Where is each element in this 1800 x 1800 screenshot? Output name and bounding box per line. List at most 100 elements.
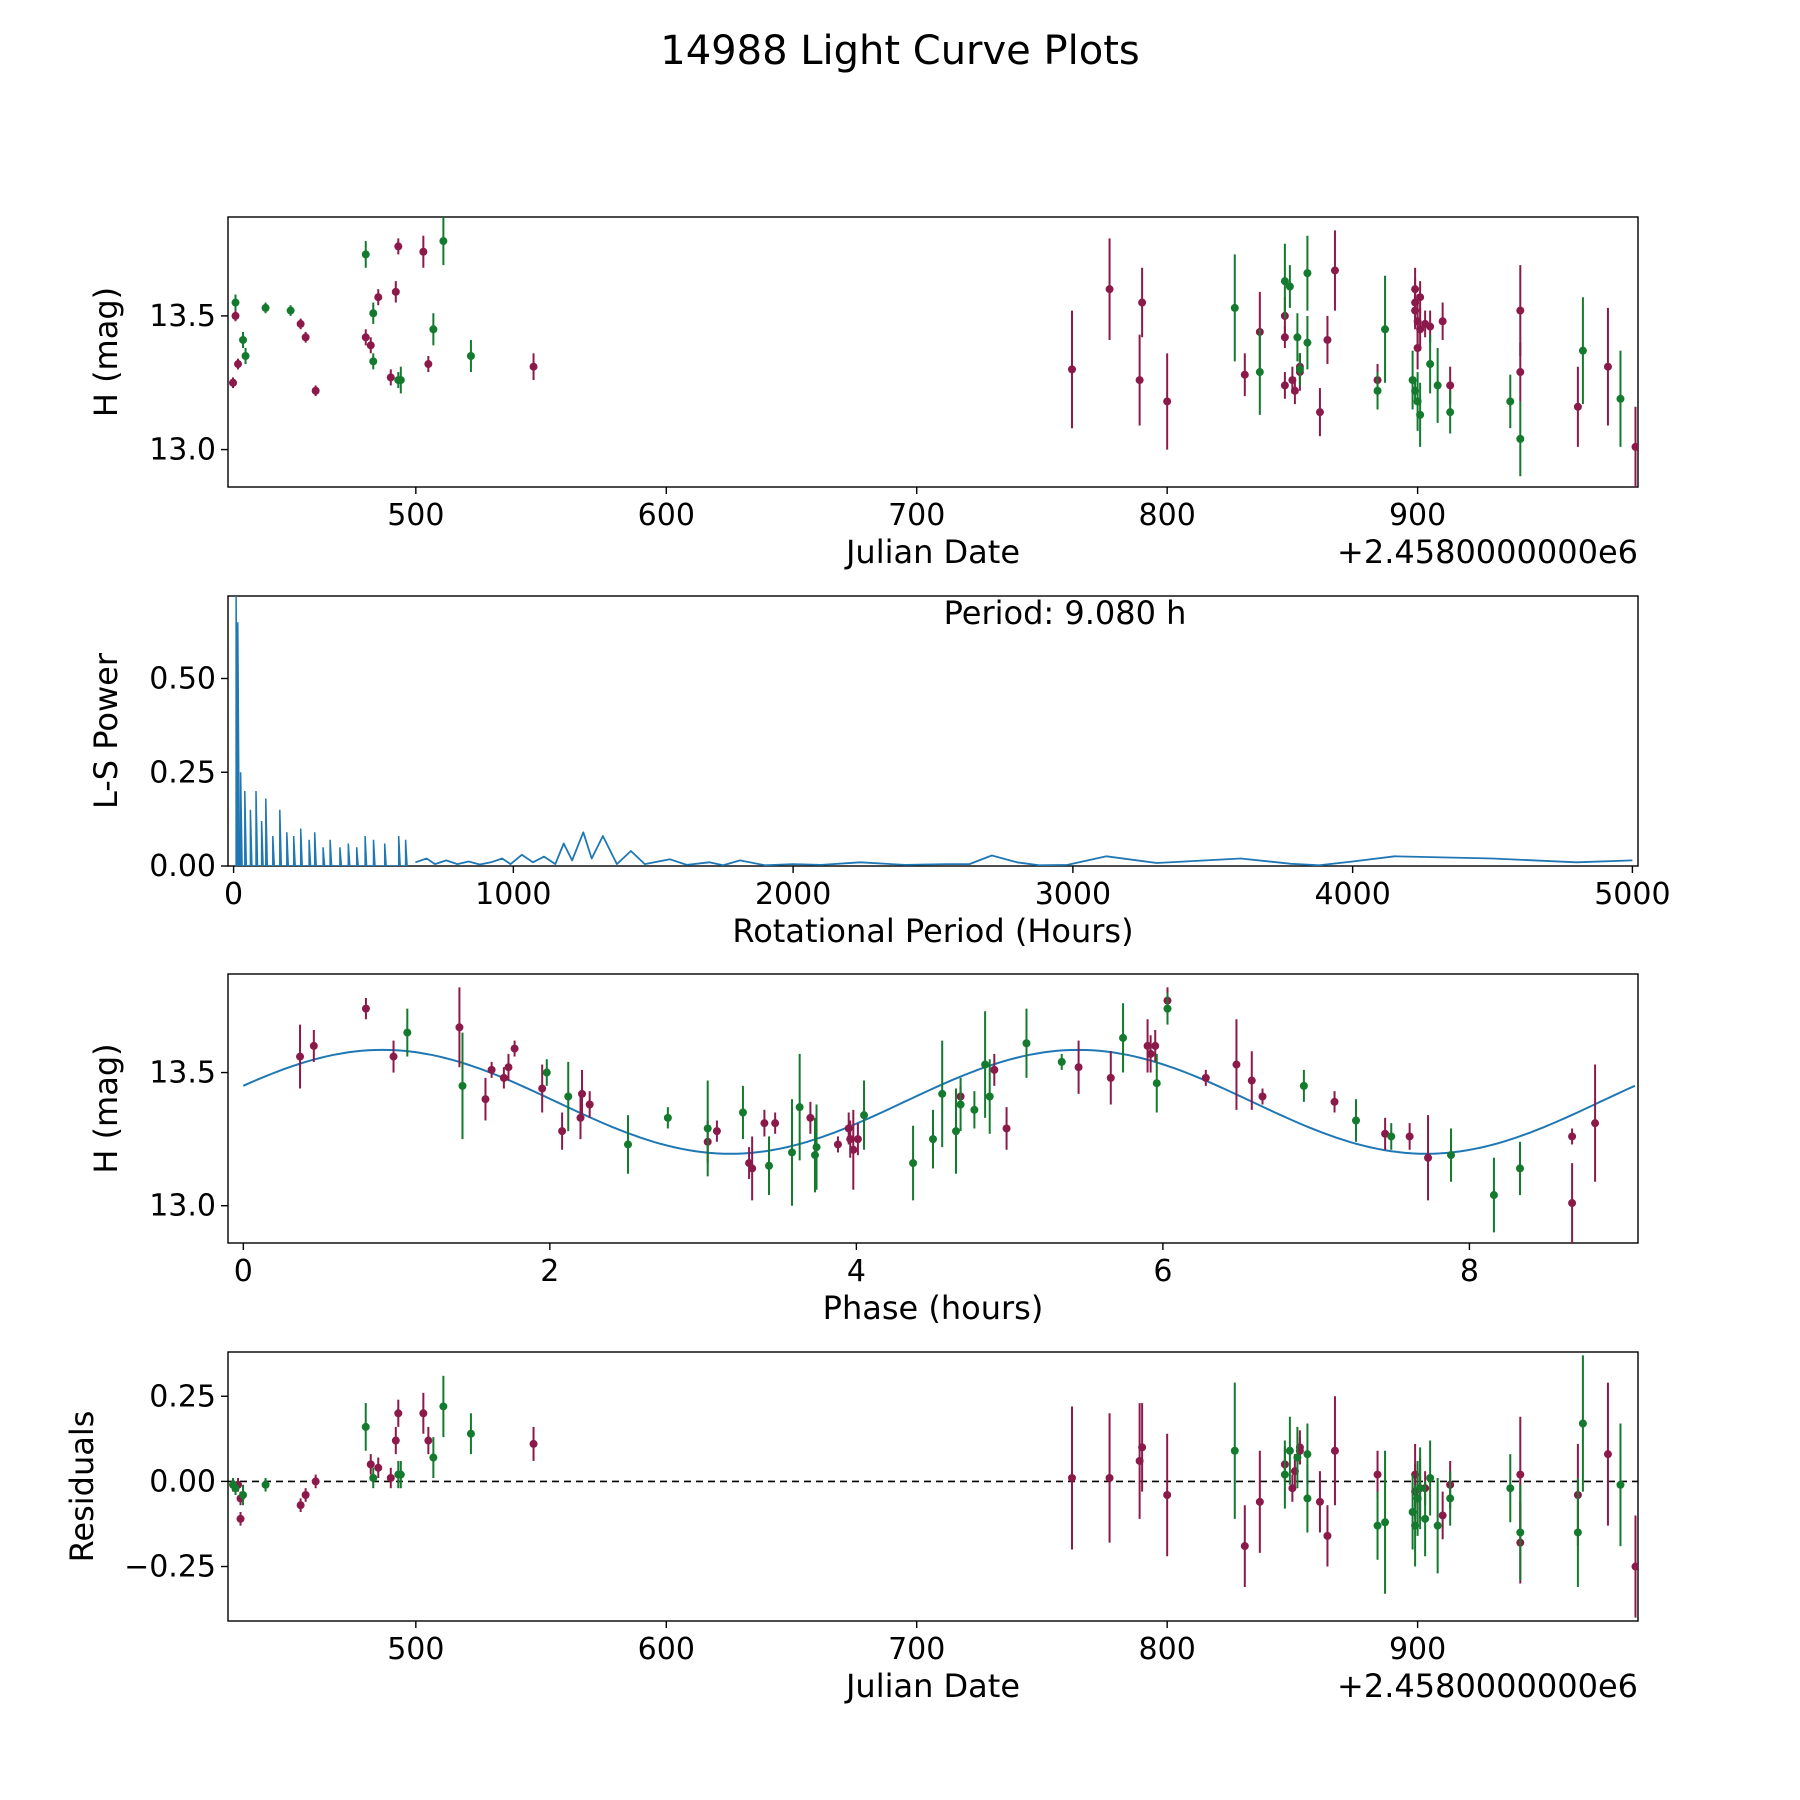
data-point-filter_a	[455, 1023, 464, 1032]
data-point-filter_b	[239, 1491, 248, 1500]
data-point-filter_b	[1057, 1057, 1066, 1066]
data-point-filter_a	[1280, 381, 1289, 390]
data-point-filter_a	[1315, 1497, 1324, 1506]
y-axis-label: H (mag)	[87, 1043, 125, 1173]
x-tick-label: 900	[1389, 1632, 1446, 1667]
x-tick-label: 700	[888, 1632, 945, 1667]
data-point-filter_b	[1381, 325, 1390, 334]
panel-1-axes: 500 600 700 800 900 13.0 13.5 Julian Date H (mag…	[87, 216, 1639, 571]
x-tick-label: 8	[1460, 1254, 1479, 1289]
data-point-filter_b	[1255, 368, 1264, 377]
data-point-filter_a	[1074, 1063, 1083, 1072]
data-point-filter_b	[1373, 386, 1382, 395]
data-point-filter_b	[396, 1470, 405, 1479]
periodogram-spikes	[235, 596, 408, 866]
x-axis-label: Rotational Period (Hours)	[732, 912, 1133, 950]
plot-frame	[227, 973, 1639, 1244]
data-point-filter_b	[1303, 269, 1312, 278]
data-point-filter_b	[1303, 1494, 1312, 1503]
data-point-filter_a	[1330, 1446, 1339, 1455]
data-point-filter_a	[990, 1065, 999, 1074]
data-point-filter_b	[795, 1103, 804, 1112]
data-point-filter_a	[361, 1004, 370, 1013]
x-offset-label: +2.4580000000e6	[1337, 1667, 1638, 1705]
data-point-filter_a	[529, 1439, 538, 1448]
data-point-filter_a	[853, 1135, 862, 1144]
panel-4-axes: 500 600 700 800 900 0.25 0.00 −0.25 Julian Date R…	[63, 1351, 1639, 1705]
data-point-filter_a	[1568, 1132, 1577, 1141]
data-point-filter_a	[1138, 1443, 1147, 1452]
residuals-points	[229, 1355, 1638, 1618]
data-point-filter_a	[1151, 1041, 1160, 1050]
data-point-filter_b	[1295, 365, 1304, 374]
data-point-filter_b	[369, 357, 378, 366]
data-point-filter_b	[1293, 1453, 1302, 1462]
x-tick-label: 600	[638, 498, 695, 533]
data-point-filter_a	[844, 1124, 853, 1133]
data-point-filter_a	[1143, 1041, 1152, 1050]
data-point-filter_a	[1146, 1049, 1155, 1058]
data-point-filter_b	[466, 352, 475, 361]
x-tick-label: 1000	[475, 877, 551, 912]
data-point-filter_b	[231, 1484, 240, 1493]
data-point-filter_a	[1568, 1199, 1577, 1208]
data-point-filter_b	[1616, 394, 1625, 403]
data-point-filter_b	[738, 1108, 747, 1117]
data-point-filter_a	[1631, 442, 1638, 451]
x-tick-label: 0	[234, 1254, 253, 1289]
plot-frame	[227, 1351, 1639, 1622]
data-point-filter_b	[1303, 1450, 1312, 1459]
data-point-filter_b	[1230, 303, 1239, 312]
data-point-filter_b	[1573, 1528, 1582, 1537]
data-point-filter_a	[1138, 298, 1147, 307]
data-point-filter_a	[1323, 1531, 1332, 1540]
data-point-filter_a	[1573, 402, 1582, 411]
data-point-filter_b	[1489, 1191, 1498, 1200]
data-point-filter_b	[361, 250, 370, 259]
data-point-filter_b	[1230, 1446, 1239, 1455]
data-point-filter_a	[361, 333, 370, 342]
data-point-filter_a	[1258, 1092, 1267, 1101]
data-point-filter_a	[1416, 293, 1425, 302]
data-point-filter_a	[311, 1477, 320, 1486]
data-point-filter_a	[1280, 333, 1289, 342]
data-point-filter_b	[261, 303, 270, 312]
data-point-filter_b	[369, 309, 378, 318]
data-point-filter_b	[765, 1161, 774, 1170]
y-tick-label: 0.25	[149, 1379, 216, 1414]
data-point-filter_b	[1433, 381, 1442, 390]
data-point-filter_a	[296, 319, 305, 328]
data-point-filter_a	[301, 333, 310, 342]
data-point-filter_a	[1603, 362, 1612, 371]
data-point-filter_b	[1280, 1470, 1289, 1479]
data-point-filter_b	[1352, 1116, 1360, 1125]
data-point-filter_a	[1631, 1562, 1638, 1571]
y-tick-label: −0.25	[124, 1550, 216, 1585]
data-point-filter_a	[806, 1113, 815, 1122]
data-point-filter_b	[1578, 346, 1587, 355]
data-point-filter_b	[1421, 1514, 1430, 1523]
data-point-filter_b	[1293, 333, 1302, 342]
data-point-filter_a	[301, 1491, 310, 1500]
data-point-filter_b	[439, 237, 448, 246]
plot-frame	[227, 595, 1639, 867]
data-point-filter_a	[1381, 1129, 1390, 1138]
data-point-filter_b	[1285, 282, 1294, 291]
data-point-filter_a	[1105, 1473, 1114, 1482]
data-point-filter_b	[1163, 1004, 1172, 1013]
data-point-filter_a	[386, 1473, 395, 1482]
y-tick-label: 13.0	[149, 1189, 216, 1224]
data-point-filter_a	[585, 1100, 594, 1109]
data-point-filter_a	[1240, 370, 1249, 379]
data-point-filter_a	[748, 1164, 757, 1173]
data-point-filter_b	[1022, 1039, 1031, 1048]
data-point-filter_a	[366, 341, 375, 350]
y-axis-label: H (mag)	[87, 287, 125, 417]
x-tick-label: 500	[387, 498, 444, 533]
data-point-filter_b	[1506, 1484, 1515, 1493]
data-point-filter_a	[1330, 266, 1339, 275]
data-point-filter_a	[538, 1084, 547, 1093]
x-axis-label: Julian Date	[844, 533, 1020, 571]
data-point-filter_a	[1516, 306, 1525, 315]
